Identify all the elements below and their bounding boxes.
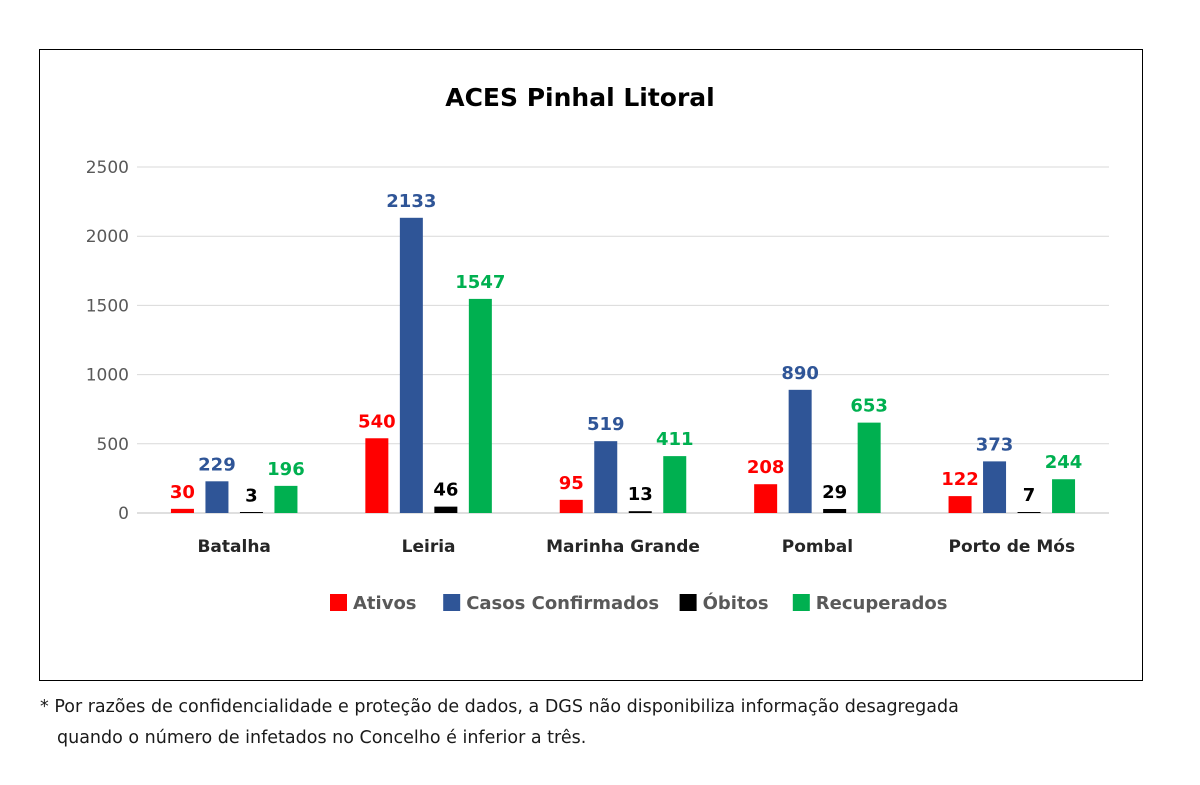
- data-label: 373: [976, 434, 1014, 455]
- data-label: 29: [822, 482, 847, 503]
- bar-recuperados: [663, 456, 687, 513]
- category-label: Porto de Mós: [949, 537, 1076, 557]
- bar-casos-confirmados: [205, 481, 229, 513]
- bar-recuperados: [1052, 479, 1076, 513]
- bar-recuperados: [857, 422, 881, 513]
- data-label: 95: [559, 473, 584, 494]
- data-label: 196: [267, 459, 305, 480]
- category-label: Pombal: [782, 537, 853, 557]
- y-tick-label: 2000: [86, 227, 129, 247]
- data-label: 653: [850, 396, 888, 417]
- axis-labels: 0 500 1000 1500 2000 2500 Batalha Leiria Marinha…: [86, 158, 1075, 557]
- legend: Ativos Casos Confirmados Óbitos Recuperados: [330, 592, 947, 614]
- gridlines: [137, 166, 1109, 514]
- bar-casos-confirmados: [594, 441, 618, 513]
- legend-swatch: [330, 594, 347, 611]
- bar-casos-confirmados: [983, 461, 1007, 513]
- y-tick-label: 1000: [86, 366, 129, 386]
- category-label: Leiria: [402, 537, 456, 557]
- bar-ativos: [948, 496, 972, 513]
- data-label: 540: [358, 411, 396, 432]
- data-label: 244: [1045, 452, 1083, 473]
- footnote-line-2: quando o número de infetados no Concelho…: [57, 728, 587, 748]
- bar-ativos: [170, 508, 194, 513]
- bar--bitos: [823, 508, 847, 513]
- bar-ativos: [754, 484, 778, 513]
- data-label: 1547: [455, 272, 505, 293]
- data-label: 13: [628, 484, 653, 505]
- y-tick-label: 500: [97, 435, 129, 455]
- y-tick-label: 0: [118, 504, 129, 524]
- bar-casos-confirmados: [788, 389, 812, 513]
- data-label: 229: [198, 454, 236, 475]
- legend-swatch: [679, 594, 697, 611]
- bar--bitos: [1017, 512, 1041, 513]
- data-label: 3: [245, 486, 258, 507]
- data-label: 122: [941, 469, 979, 490]
- legend-label: Óbitos: [703, 592, 769, 614]
- data-label: 411: [656, 429, 694, 450]
- y-tick-label: 1500: [86, 296, 129, 316]
- footnote-line-1: * Por razões de confidencialidade e prot…: [40, 697, 959, 717]
- bar--bitos: [239, 512, 263, 513]
- chart-frame: ACES Pinhal Litoral 30 229 3 196 540 2133 46 15…: [39, 49, 1143, 681]
- chart-title: ACES Pinhal Litoral: [445, 83, 715, 112]
- bar-casos-confirmados: [399, 217, 423, 514]
- bar-ativos: [365, 438, 389, 513]
- bar--bitos: [434, 506, 458, 513]
- bars: [170, 217, 1076, 514]
- legend-label: Casos Confirmados: [466, 593, 659, 614]
- data-label: 2133: [386, 191, 436, 212]
- data-label: 30: [170, 482, 195, 503]
- footnote: * Por razões de confidencialidade e prot…: [40, 692, 1190, 754]
- data-label: 519: [587, 414, 625, 435]
- bar-recuperados: [468, 298, 492, 513]
- y-tick-label: 2500: [86, 158, 129, 178]
- legend-swatch: [792, 594, 810, 611]
- legend-label: Ativos: [353, 593, 417, 614]
- data-label: 890: [781, 363, 819, 384]
- bar-recuperados: [274, 485, 298, 513]
- legend-swatch: [443, 594, 461, 611]
- bar--bitos: [628, 511, 652, 513]
- category-label: Batalha: [197, 537, 270, 557]
- data-label: 7: [1023, 485, 1036, 506]
- legend-label: Recuperados: [816, 593, 948, 614]
- data-label: 208: [747, 457, 785, 478]
- data-label: 46: [433, 480, 458, 501]
- bar-ativos: [559, 499, 583, 513]
- category-label: Marinha Grande: [546, 537, 700, 557]
